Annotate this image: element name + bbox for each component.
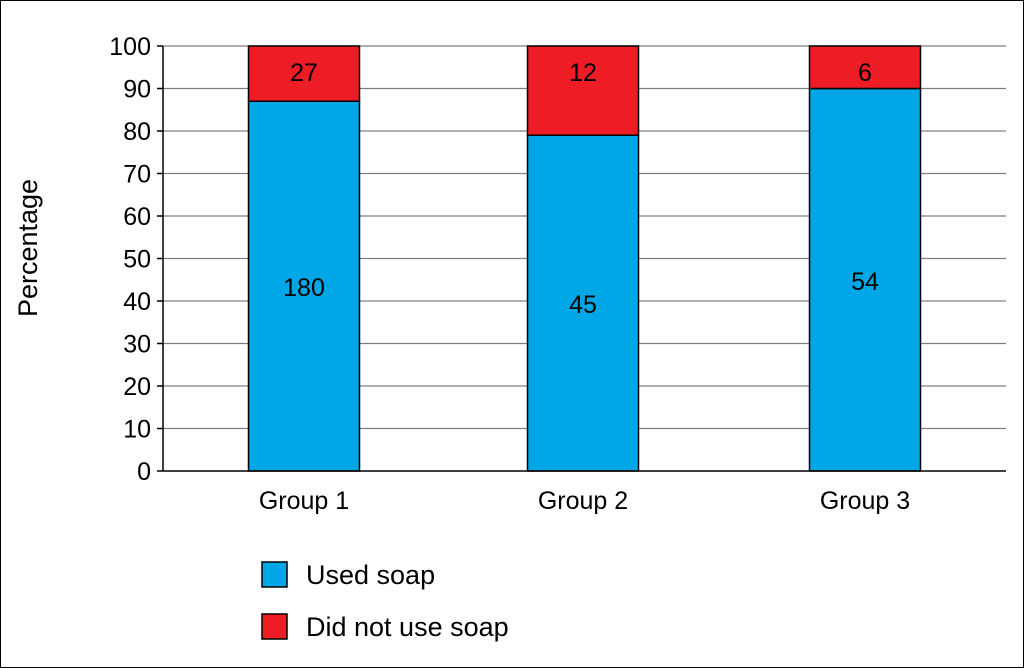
y-tick-label: 70 — [123, 161, 151, 189]
data-label: 180 — [283, 274, 325, 302]
y-tick-label: 80 — [123, 118, 151, 146]
bar-segment — [247, 100, 361, 472]
y-tick-label: 40 — [123, 288, 151, 316]
data-label: 54 — [851, 268, 879, 296]
legend-label: Used soap — [306, 560, 435, 590]
bar-segment — [526, 45, 640, 136]
y-tick-label: 90 — [123, 76, 151, 104]
legend: Used soap Did not use soap — [261, 560, 509, 642]
data-label: 27 — [290, 59, 318, 87]
y-tick-label: 10 — [123, 416, 151, 444]
y-tick-label: 50 — [123, 246, 151, 274]
y-tick-label: 100 — [109, 33, 151, 61]
x-tick-label: Group 2 — [538, 487, 628, 515]
bar-segment — [247, 45, 361, 102]
y-tick-label: 0 — [137, 458, 151, 486]
bar-segment — [808, 45, 922, 90]
data-label: 45 — [569, 291, 597, 319]
bar-segment — [808, 87, 922, 472]
axes — [162, 46, 1006, 472]
y-axis-ticks: 0 10 20 30 40 50 60 70 80 90 100 — [109, 33, 163, 486]
y-axis-title: Percentage — [13, 179, 43, 317]
y-tick-label: 20 — [123, 373, 151, 401]
x-tick-label: Group 1 — [259, 487, 349, 515]
data-label: 12 — [569, 59, 597, 87]
x-tick-label: Group 3 — [820, 487, 910, 515]
legend-swatch — [261, 613, 288, 640]
bars: 180 27 45 12 54 6 — [247, 45, 922, 472]
x-axis-labels: Group 1 Group 2 Group 3 — [259, 487, 910, 515]
legend-swatch — [261, 561, 288, 588]
y-tick-label: 60 — [123, 203, 151, 231]
legend-label: Did not use soap — [306, 612, 509, 642]
bar-segment — [526, 134, 640, 472]
y-tick-label: 30 — [123, 331, 151, 359]
data-label: 6 — [858, 59, 872, 87]
